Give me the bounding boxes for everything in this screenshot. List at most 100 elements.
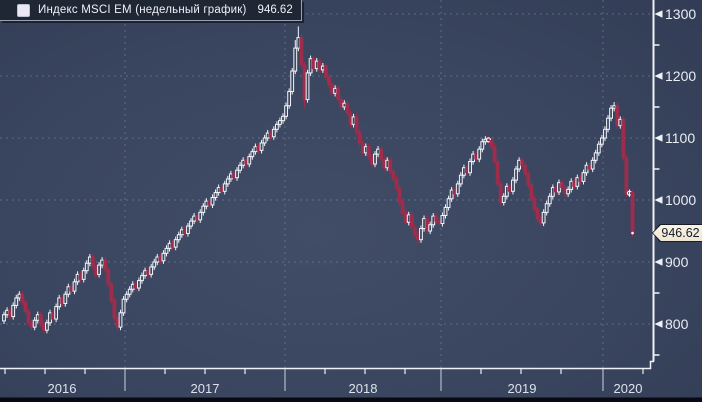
candle-body-up — [35, 314, 40, 321]
candle-body-down — [336, 87, 341, 101]
candle-body-up — [351, 116, 356, 125]
candle-body-up — [462, 167, 466, 176]
candle-body-up — [173, 239, 178, 248]
last-close-dot — [631, 231, 634, 235]
candle-body-up — [584, 164, 589, 174]
y-axis-arrow-tick — [654, 320, 663, 328]
candle-body-down — [195, 215, 200, 221]
candle-body-down — [615, 105, 620, 127]
candle-body-up — [75, 273, 80, 283]
candle-body-down — [106, 269, 111, 285]
candle-body-down — [452, 189, 457, 195]
candle-body-up — [593, 152, 598, 161]
candle-body-up — [66, 286, 71, 295]
x-axis-year-label: 2017 — [191, 381, 220, 396]
candle-body-up — [228, 173, 233, 180]
candle-body-down — [38, 314, 43, 325]
y-axis-tick-label: 1200 — [665, 68, 696, 84]
candle-body-up — [274, 123, 279, 130]
candle-body-down — [495, 161, 500, 185]
candle-body-down — [354, 116, 359, 133]
candle-body-up — [618, 118, 623, 127]
candle-body-down — [207, 200, 212, 206]
candle-body-down — [529, 184, 534, 200]
candle-body-down — [103, 259, 108, 271]
candle-body-down — [507, 185, 512, 192]
candle-body-down — [339, 99, 344, 108]
candle-body-down — [170, 242, 175, 248]
candle-body-down — [268, 132, 273, 138]
candle-body-down — [91, 256, 95, 267]
candle-body-up — [471, 153, 475, 163]
candle-body-up — [235, 169, 239, 179]
candle-body-down — [60, 297, 65, 305]
candle-body-down — [523, 164, 528, 175]
candle-body-down — [520, 159, 525, 166]
candle-body-up — [376, 148, 380, 155]
candle-body-up — [54, 306, 59, 320]
candle-body-down — [182, 229, 187, 234]
candle-body-up — [443, 206, 448, 217]
y-axis-arrow-tick — [654, 10, 663, 18]
candle-body-down — [388, 159, 393, 172]
candle-body-up — [241, 159, 246, 166]
candle-body-up — [152, 261, 157, 268]
candle-body-up — [11, 304, 16, 318]
candle-body-up — [2, 314, 6, 322]
candle-body-down — [23, 301, 28, 313]
candle-body-up — [32, 319, 37, 328]
candle-body-down — [256, 146, 261, 151]
y-axis-tick-label: 1300 — [665, 6, 696, 22]
candle-body-down — [382, 158, 387, 169]
y-axis-arrow-tick — [654, 196, 663, 204]
candle-body-up — [458, 174, 463, 185]
chart-legend-box[interactable]: Индекс MSCI EM (недельный график) 946.62 — [0, 0, 302, 21]
candle-doji-marker — [485, 137, 492, 143]
candle-body-down — [397, 187, 402, 203]
y-axis-tick-label: 800 — [665, 316, 689, 332]
candle-body-down — [115, 317, 120, 328]
candle-body-down — [302, 64, 307, 101]
candle-body-up — [541, 211, 546, 224]
candle-body-up — [189, 220, 193, 227]
candle-body-up — [238, 164, 242, 171]
candle-body-down — [409, 214, 414, 228]
candle-body-down — [8, 309, 13, 318]
candle-body-up — [569, 180, 574, 190]
candle-body-up — [265, 132, 270, 139]
candle-body-up — [81, 270, 86, 280]
candle-body-down — [26, 311, 31, 324]
candle-body-up — [547, 195, 552, 205]
candle-body-down — [158, 256, 163, 262]
candle-body-up — [198, 211, 203, 221]
candle-body-down — [434, 215, 439, 222]
candle-body-up — [259, 142, 264, 151]
series-color-swatch — [17, 3, 30, 17]
candle-body-up — [140, 275, 144, 282]
candle-body-down — [219, 187, 224, 192]
candle-body-up — [143, 270, 147, 277]
candle-body-down — [366, 146, 371, 158]
candle-body-up — [308, 58, 313, 74]
candle-body-up — [314, 60, 319, 70]
candle-body-up — [210, 197, 215, 206]
candle-body-up — [550, 187, 555, 197]
candle-body-down — [624, 157, 629, 195]
candle-body-up — [204, 200, 209, 207]
candle-body-down — [572, 180, 577, 187]
candle-body-down — [403, 211, 408, 223]
y-axis-tick-label: 900 — [665, 254, 689, 270]
candle-body-down — [360, 142, 365, 154]
candle-body-down — [232, 173, 236, 179]
candle-body-up — [428, 224, 433, 232]
candle-body-up — [501, 195, 506, 203]
candle-body-up — [342, 102, 347, 108]
candle-body-up — [422, 218, 426, 230]
candle-body-up — [320, 65, 325, 71]
candle-body-up — [149, 266, 154, 275]
candle-body-down — [535, 208, 540, 220]
candle-body-up — [278, 120, 282, 125]
candle-body-down — [489, 139, 494, 148]
